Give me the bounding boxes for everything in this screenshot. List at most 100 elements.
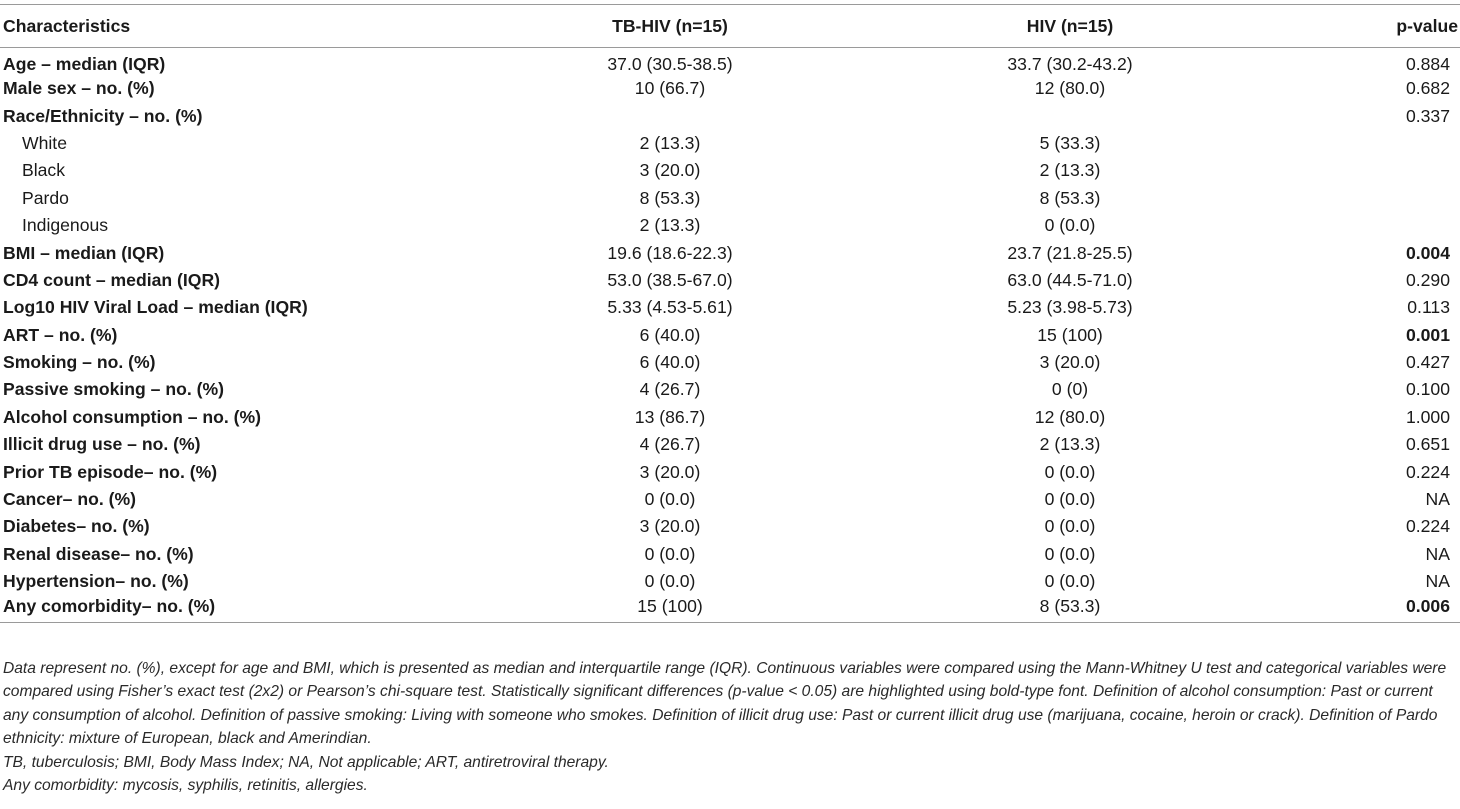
table-row: Smoking – no. (%) 6 (40.0) 3 (20.0) 0.427	[0, 349, 1460, 376]
cell-hiv: 0 (0.0)	[1044, 571, 1096, 592]
table-footnotes: Data represent no. (%), except for age a…	[3, 657, 1458, 797]
row-label: Indigenous	[22, 215, 109, 236]
cell-tb-hiv: 15 (100)	[470, 595, 870, 624]
cell-hiv: 3 (20.0)	[1039, 352, 1101, 373]
table-row: Cancer– no. (%) 0 (0.0) 0 (0.0) NA	[0, 486, 1460, 513]
cell-hiv: 33.7 (30.2-43.2)	[1007, 54, 1133, 74]
table-body: Age – median (IQR) 37.0 (30.5-38.5) 33.7 (…	[0, 48, 1460, 624]
cell-tb-hiv: 6 (40.0)	[639, 324, 701, 345]
cell-hiv: 0 (0)	[1051, 379, 1089, 400]
cell-p-value: 1.000	[1405, 406, 1450, 427]
row-label: Cancer– no. (%)	[3, 489, 136, 510]
row-label: Smoking – no. (%)	[3, 352, 156, 373]
characteristics-table: Characteristics TB-HIV (n=15) HIV (n=15)…	[0, 4, 1460, 624]
table-row: CD4 count – median (IQR) 53.0 (38.5-67.0)…	[0, 267, 1460, 294]
table-row: Pardo 8 (53.3) 8 (53.3)	[0, 185, 1460, 212]
cell-tb-hiv: 0 (0.0)	[644, 571, 696, 592]
cell-p-value: 0.004	[1405, 242, 1450, 263]
row-label: Black	[22, 160, 66, 181]
header-tb-hiv: TB-HIV (n=15)	[470, 4, 870, 48]
cell-tb-hiv: 3 (20.0)	[639, 516, 701, 537]
cell-hiv: 0 (0.0)	[1044, 215, 1096, 236]
cell-p-value	[1270, 130, 1460, 157]
table-row: White 2 (13.3) 5 (33.3)	[0, 130, 1460, 157]
cell-hiv: 2 (13.3)	[1039, 434, 1101, 455]
cell-p-value: 0.001	[1405, 324, 1450, 345]
cell-p-value: 0.290	[1405, 269, 1450, 290]
table-row: ART – no. (%) 6 (40.0) 15 (100) 0.001	[0, 322, 1460, 349]
cell-hiv: 12 (80.0)	[1034, 406, 1106, 427]
row-label: BMI – median (IQR)	[3, 242, 165, 263]
row-label: Prior TB episode– no. (%)	[3, 461, 218, 482]
cell-p-value: NA	[1425, 571, 1450, 592]
row-label: Illicit drug use – no. (%)	[3, 434, 201, 455]
cell-tb-hiv: 3 (20.0)	[639, 160, 701, 181]
cell-p-value: 0.224	[1405, 516, 1450, 537]
cell-hiv: 23.7 (21.8-25.5)	[1007, 242, 1133, 263]
cell-hiv: 8 (53.3)	[1039, 187, 1101, 208]
cell-hiv: 15 (100)	[1037, 324, 1103, 345]
table-row: Age – median (IQR) 37.0 (30.5-38.5) 33.7 (…	[0, 48, 1460, 76]
cell-p-value: 0.224	[1405, 461, 1450, 482]
row-label: Hypertension– no. (%)	[3, 571, 189, 592]
table-row: Log10 HIV Viral Load – median (IQR) 5.33 …	[0, 294, 1460, 321]
header-characteristics: Characteristics	[0, 4, 470, 48]
cell-tb-hiv: 0 (0.0)	[644, 543, 696, 564]
cell-hiv: 0 (0.0)	[1044, 461, 1096, 482]
row-label: Passive smoking – no. (%)	[3, 379, 224, 400]
cell-p-value: 0.682	[1405, 78, 1450, 99]
table-row: Male sex – no. (%) 10 (66.7) 12 (80.0) 0.68…	[0, 75, 1460, 102]
row-label: ART – no. (%)	[3, 324, 118, 345]
cell-hiv: 2 (13.3)	[1039, 160, 1101, 181]
row-label: Renal disease– no. (%)	[3, 543, 194, 564]
cell-p-value: 0.651	[1405, 434, 1450, 455]
row-label: Male sex – no. (%)	[3, 78, 155, 99]
cell-tb-hiv: 3 (20.0)	[639, 461, 701, 482]
cell-hiv: 12 (80.0)	[1034, 78, 1106, 99]
cell-p-value	[1270, 157, 1460, 184]
cell-hiv: 0 (0.0)	[1044, 543, 1096, 564]
cell-tb-hiv: 19.6 (18.6-22.3)	[607, 242, 733, 263]
row-label: Log10 HIV Viral Load – median (IQR)	[3, 297, 308, 318]
cell-hiv: 0 (0.0)	[1044, 516, 1096, 537]
cell-hiv: 5 (33.3)	[1039, 132, 1101, 153]
cell-tb-hiv: 2 (13.3)	[639, 132, 701, 153]
table-row: Alcohol consumption – no. (%) 13 (86.7) 12…	[0, 404, 1460, 431]
table-header: Characteristics TB-HIV (n=15) HIV (n=15)…	[0, 4, 1460, 48]
table-row: Black 3 (20.0) 2 (13.3)	[0, 157, 1460, 184]
cell-p-value: 0.337	[1405, 105, 1450, 126]
cell-tb-hiv: 4 (26.7)	[639, 379, 701, 400]
table-row: Prior TB episode– no. (%) 3 (20.0) 0 (0.0)…	[0, 458, 1460, 485]
table-row: Illicit drug use – no. (%) 4 (26.7) 2 (13.…	[0, 431, 1460, 458]
cell-tb-hiv: 0 (0.0)	[644, 489, 696, 510]
row-label: White	[22, 132, 67, 153]
row-label: Alcohol consumption – no. (%)	[3, 406, 262, 427]
table-row: Passive smoking – no. (%) 4 (26.7) 0 (0) 0.…	[0, 376, 1460, 403]
header-row: Characteristics TB-HIV (n=15) HIV (n=15)…	[0, 4, 1460, 48]
cell-hiv: 63.0 (44.5-71.0)	[1007, 269, 1133, 290]
cell-tb-hiv: 2 (13.3)	[639, 215, 701, 236]
cell-tb-hiv: 5.33 (4.53-5.61)	[607, 297, 733, 318]
row-label: Pardo	[22, 187, 69, 208]
table-row: Race/Ethnicity – no. (%) 0.337	[0, 102, 1460, 129]
cell-tb-hiv: 10 (66.7)	[634, 78, 706, 99]
table-row: Hypertension– no. (%) 0 (0.0) 0 (0.0) NA	[0, 568, 1460, 595]
cell-p-value: 0.006	[1270, 595, 1460, 624]
row-label: Any comorbidity– no. (%)	[0, 595, 470, 624]
cell-p-value: 0.884	[1405, 54, 1450, 74]
cell-hiv: 0 (0.0)	[1044, 489, 1096, 510]
row-label: Race/Ethnicity – no. (%)	[3, 105, 203, 126]
cell-tb-hiv: 4 (26.7)	[639, 434, 701, 455]
cell-p-value	[1270, 185, 1460, 212]
table-row: Indigenous 2 (13.3) 0 (0.0)	[0, 212, 1460, 239]
cell-hiv: 8 (53.3)	[870, 595, 1270, 624]
table-row: Diabetes– no. (%) 3 (20.0) 0 (0.0) 0.224	[0, 513, 1460, 540]
cell-p-value	[1270, 212, 1460, 239]
row-label: Diabetes– no. (%)	[3, 516, 150, 537]
cell-tb-hiv: 6 (40.0)	[639, 352, 701, 373]
row-label: Age – median (IQR)	[3, 54, 166, 74]
cell-tb-hiv: 37.0 (30.5-38.5)	[607, 54, 733, 74]
cell-p-value: 0.113	[1407, 297, 1450, 318]
cell-hiv	[870, 102, 1270, 129]
